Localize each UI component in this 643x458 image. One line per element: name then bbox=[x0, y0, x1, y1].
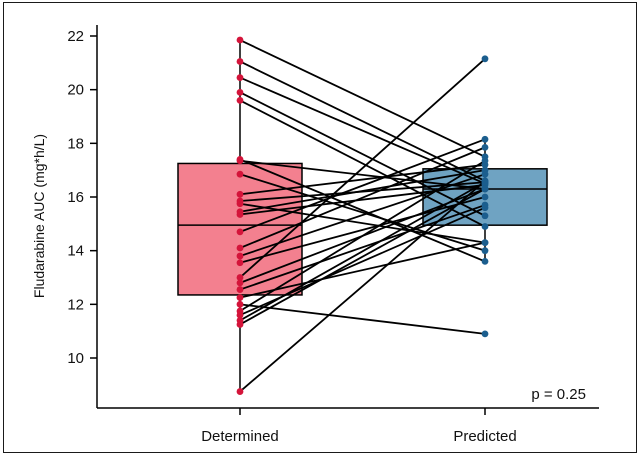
point-predicted-18 bbox=[481, 55, 489, 63]
point-predicted-24 bbox=[481, 204, 489, 212]
point-determined-8 bbox=[236, 170, 244, 178]
point-predicted-17 bbox=[481, 193, 489, 201]
pair-line-3 bbox=[239, 76, 486, 185]
x-category-label-predicted: Predicted bbox=[453, 428, 516, 445]
pair-line-6 bbox=[239, 158, 486, 263]
point-determined-22 bbox=[236, 300, 244, 308]
point-determined-20 bbox=[236, 286, 244, 293]
point-determined-1 bbox=[236, 36, 244, 44]
point-predicted-6 bbox=[481, 258, 489, 265]
y-ticks-layer: 10 12 14 16 18 20 22 bbox=[67, 28, 97, 367]
pair-line-7 bbox=[239, 159, 486, 190]
pair-line-1 bbox=[239, 39, 486, 158]
pair-line-18 bbox=[239, 58, 486, 279]
point-determined-13 bbox=[236, 211, 244, 218]
point-determined-3 bbox=[236, 74, 244, 81]
pair-line-21 bbox=[239, 241, 486, 299]
y-tick-label-16: 16 bbox=[67, 189, 84, 206]
point-determined-26 bbox=[236, 321, 244, 328]
point-determined-24 bbox=[236, 311, 244, 319]
point-determined-21 bbox=[236, 294, 244, 302]
points-layer bbox=[236, 36, 489, 395]
pair-line-26 bbox=[239, 188, 486, 326]
point-determined-18 bbox=[236, 274, 244, 281]
x-category-label-determined: Determined bbox=[201, 428, 279, 445]
y-tick-label-14: 14 bbox=[67, 243, 84, 260]
point-predicted-21 bbox=[481, 239, 489, 247]
point-predicted-16 bbox=[481, 170, 489, 178]
point-determined-16 bbox=[236, 252, 244, 260]
axes-layer: Determined Predicted Fludarabine AUC (mg… bbox=[31, 25, 599, 445]
y-tick-label-22: 22 bbox=[67, 28, 84, 45]
point-predicted-23 bbox=[481, 157, 489, 165]
point-determined-19 bbox=[236, 279, 244, 287]
point-predicted-8 bbox=[481, 247, 489, 255]
point-determined-9 bbox=[236, 190, 244, 198]
point-determined-27 bbox=[236, 388, 244, 395]
chart-frame: Determined Predicted Fludarabine AUC (mg… bbox=[3, 2, 637, 453]
pair-line-4 bbox=[239, 91, 486, 217]
point-predicted-27 bbox=[481, 177, 489, 185]
pair-line-15 bbox=[239, 146, 486, 249]
pair-line-22 bbox=[239, 303, 486, 335]
y-tick-label-10: 10 bbox=[67, 350, 84, 367]
point-predicted-5 bbox=[481, 223, 489, 230]
pair-line-8 bbox=[239, 173, 486, 252]
point-predicted-22 bbox=[481, 330, 489, 338]
point-predicted-26 bbox=[481, 185, 489, 193]
pair-line-17 bbox=[239, 196, 486, 264]
chart-svg: Determined Predicted Fludarabine AUC (mg… bbox=[31, 25, 599, 445]
point-determined-5 bbox=[236, 97, 244, 104]
pair-line-2 bbox=[239, 60, 486, 182]
point-predicted-4 bbox=[481, 212, 489, 220]
point-predicted-14 bbox=[481, 135, 489, 143]
point-determined-15 bbox=[236, 244, 244, 252]
y-tick-label-20: 20 bbox=[67, 82, 84, 99]
pair-line-23 bbox=[239, 160, 486, 312]
point-determined-2 bbox=[236, 58, 244, 65]
point-determined-17 bbox=[236, 259, 244, 267]
pair-lines-layer bbox=[239, 39, 486, 393]
point-determined-14 bbox=[236, 228, 244, 236]
pair-line-14 bbox=[239, 138, 486, 233]
point-determined-7 bbox=[236, 157, 244, 165]
y-tick-label-18: 18 bbox=[67, 135, 84, 152]
pair-line-25 bbox=[239, 181, 486, 322]
pair-line-16 bbox=[239, 173, 486, 257]
point-determined-4 bbox=[236, 88, 244, 96]
y-axis-title: Fludarabine AUC (mg*h/L) bbox=[31, 134, 47, 298]
pair-line-12 bbox=[239, 169, 486, 213]
pair-line-27 bbox=[239, 180, 486, 393]
pair-line-13 bbox=[239, 184, 486, 216]
pair-line-9 bbox=[239, 163, 486, 196]
p-value-annotation: p = 0.25 bbox=[531, 386, 586, 403]
point-predicted-15 bbox=[481, 143, 489, 151]
y-tick-label-12: 12 bbox=[67, 296, 84, 313]
pair-line-20 bbox=[239, 204, 486, 291]
point-determined-11 bbox=[236, 200, 244, 208]
